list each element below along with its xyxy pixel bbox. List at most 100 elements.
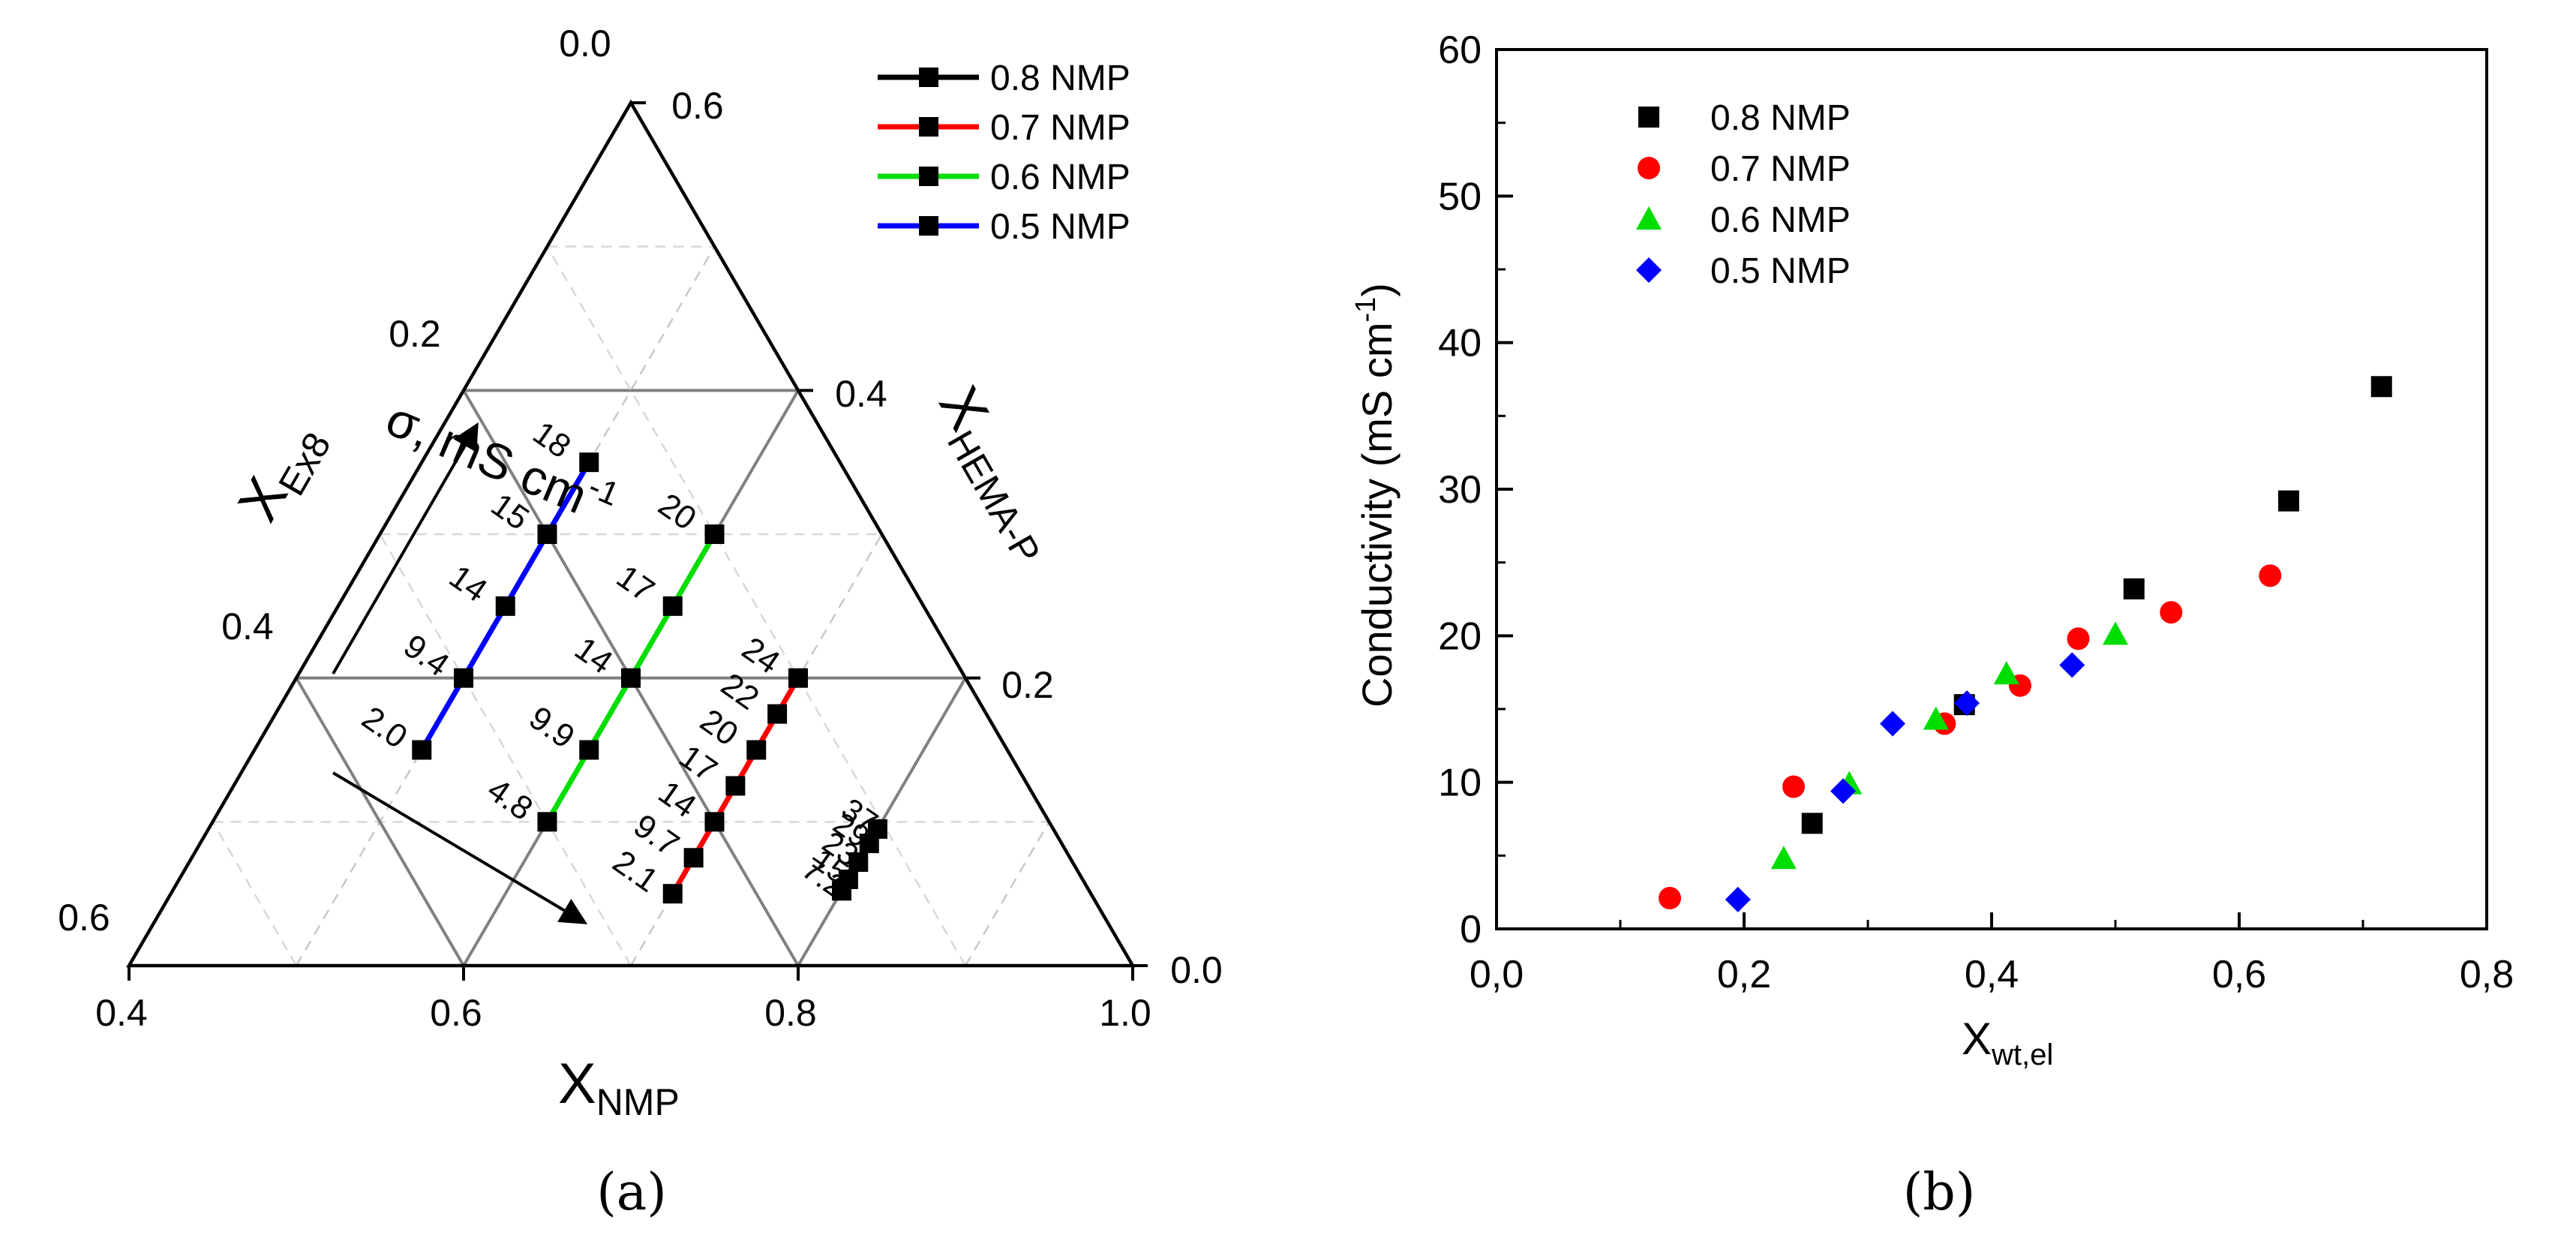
axis-label-nmp: XNMP — [558, 1052, 680, 1123]
scatter-point — [1830, 778, 1856, 804]
x-axis-label-main: X — [1962, 1014, 1992, 1064]
ternary-point-label: 14 — [443, 558, 494, 609]
ternary-gridline — [964, 821, 1050, 966]
scatter-point — [2103, 621, 2128, 645]
x-tick-label: 0,6 — [2212, 953, 2266, 996]
x-tick-label: 0,4 — [1965, 953, 2019, 996]
ternary-point-label: 2.0 — [355, 699, 413, 756]
ternary-point — [838, 870, 858, 889]
ternary-point — [725, 776, 746, 796]
x-axis-label: Xwt,el — [1962, 1014, 2053, 1071]
y-tick-label: 30 — [1438, 468, 1482, 512]
scatter-point — [2123, 578, 2145, 599]
ternary-point-label: 4.8 — [481, 771, 539, 828]
scatter-point — [2160, 601, 2183, 624]
scatter-legend: 0.8 NMP 0.7 NMP 0.6 NMP 0.5 NMP — [1636, 98, 1851, 291]
ternary-point-label: 14 — [568, 630, 619, 681]
direction-arrow-down — [332, 771, 588, 924]
legend-label: 0.8 NMP — [990, 59, 1130, 98]
legend-marker — [919, 68, 938, 87]
scatter-chart: 0,0 0,2 0,4 0,6 0,8 0 10 20 30 40 50 60 0.8 NMP 0.7 … — [1350, 29, 2514, 1071]
ternary-point — [662, 884, 683, 904]
y-tick-label: 20 — [1438, 614, 1482, 658]
x-tick-label: 0,8 — [2460, 953, 2514, 996]
y-axis-label-sup: -1 — [1350, 297, 1382, 323]
nmp-tick-label: 1.0 — [1099, 992, 1151, 1034]
ternary-point — [704, 524, 725, 544]
legend-marker — [1636, 206, 1662, 230]
ternary-point-label: 9.9 — [522, 699, 581, 756]
ternary-grid — [212, 245, 1050, 967]
y-tick-label: 0 — [1460, 908, 1482, 951]
ternary-point-label: 17 — [610, 558, 661, 609]
scatter-points — [1659, 376, 2392, 912]
ternary-gridline — [212, 821, 298, 966]
legend-label: 0.5 NMP — [990, 207, 1130, 247]
x-axis-label-sub: wt,el — [1991, 1038, 2053, 1071]
ex8-tick-label: 0.4 — [221, 605, 274, 648]
scatter-point — [1954, 690, 1980, 717]
ternary-arrows — [332, 422, 588, 924]
ternary-point — [848, 852, 869, 872]
scatter-point — [1725, 886, 1751, 912]
y-axis-label-main: Conductivity (mS cm — [1353, 323, 1401, 708]
scatter-point — [1659, 886, 1681, 909]
ternary-point — [537, 812, 557, 832]
scatter-point — [2278, 490, 2299, 512]
scatter-point — [2370, 376, 2392, 398]
axis-label-ex8: XEx8 — [226, 410, 339, 535]
hema-tick-label: 0.0 — [1170, 949, 1223, 991]
ternary-point — [537, 524, 557, 544]
hema-tick-label: 0.6 — [671, 85, 724, 127]
panel-a-label: (a) — [596, 1163, 667, 1222]
ternary-gridline — [379, 533, 632, 966]
ternary-point — [579, 452, 599, 473]
legend-label: 0.7 NMP — [1710, 149, 1851, 189]
ternary-point-label: 9.4 — [397, 627, 455, 684]
legend-label: 0.7 NMP — [990, 108, 1130, 148]
scatter-point — [1801, 813, 1823, 834]
scatter-point — [1880, 711, 1905, 737]
y-tick-label: 50 — [1438, 175, 1482, 218]
ex8-tick-label: 0.6 — [58, 897, 110, 939]
ternary-point — [746, 740, 767, 760]
axis-label-hema-sub: HEMA-P — [939, 423, 1049, 570]
legend-label: 0.5 NMP — [1710, 251, 1851, 291]
legend-marker — [1638, 107, 1659, 128]
nmp-tick-label: 0.6 — [430, 992, 482, 1034]
ternary-chart: 0.4 0.6 0.8 1.00.00.20.40.60.00.20.40.6 7.2… — [58, 23, 1223, 1123]
y-axis-label-end: ) — [1353, 283, 1401, 297]
legend-marker — [1636, 257, 1662, 283]
y-tick-label: 60 — [1438, 29, 1482, 72]
ternary-gridline — [295, 677, 465, 967]
ternary-point-label: 20 — [652, 486, 703, 537]
scatter-point — [1923, 706, 1949, 730]
ternary-legend: 0.8 NMP 0.7 NMP 0.6 NMP 0.5 NMP — [878, 59, 1130, 247]
nmp-tick-label: 0.8 — [764, 992, 817, 1034]
ternary-point — [579, 740, 599, 760]
legend-label: 0.6 NMP — [1710, 200, 1851, 240]
ternary-outline — [126, 99, 1136, 968]
scatter-point — [2259, 564, 2282, 587]
ternary-gridline — [546, 246, 967, 966]
axis-label-hema: XHEMA-P — [920, 376, 1074, 571]
y-tick-label: 10 — [1438, 762, 1482, 805]
ternary-gridline — [629, 533, 883, 966]
ternary-frame — [126, 99, 1136, 968]
y-axis-label: Conductivity (mS cm-1) — [1350, 283, 1401, 708]
ternary-point — [867, 819, 887, 839]
plot-area — [1495, 48, 2488, 930]
scatter-ticks: 0,0 0,2 0,4 0,6 0,8 0 10 20 30 40 50 60 — [1438, 29, 2514, 996]
hema-tick-label: 0.2 — [1001, 664, 1054, 706]
ternary-point — [454, 668, 473, 688]
scatter-point — [1782, 775, 1805, 798]
y-tick-label: 40 — [1438, 322, 1482, 365]
ternary-point — [621, 668, 641, 688]
axis-label-nmp-sub: NMP — [596, 1081, 680, 1123]
legend-marker — [919, 117, 938, 137]
ternary-point — [683, 848, 704, 868]
x-tick-label: 0,0 — [1470, 953, 1524, 996]
x-tick-label: 0,2 — [1717, 953, 1771, 996]
legend-marker — [919, 216, 938, 236]
